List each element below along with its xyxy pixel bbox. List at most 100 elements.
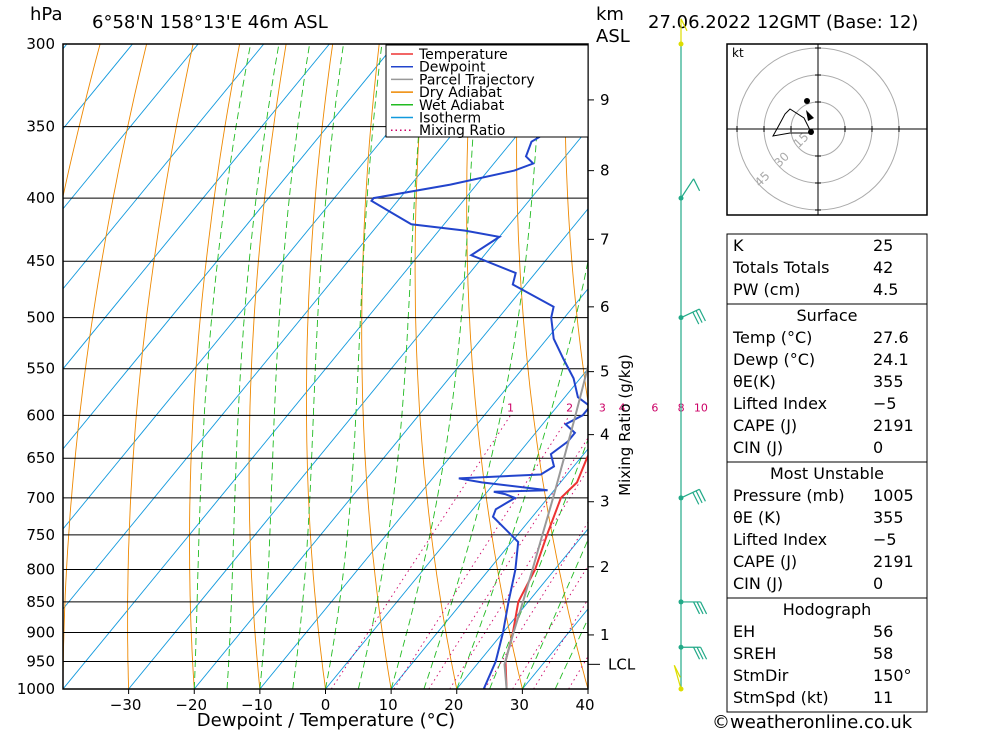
mixing-ratio-line — [330, 415, 511, 689]
height-tick-label: 9 — [600, 91, 610, 109]
surface-indices-row-value: 355 — [873, 372, 904, 391]
legend-label-dry_adiabat: Dry Adiabat — [419, 85, 502, 101]
mixing-ratio-label: 10 — [694, 401, 708, 414]
surface-indices-row-value: 27.6 — [873, 328, 909, 347]
most-unstable-indices-row-value: 1005 — [873, 486, 914, 505]
isotherm-line — [390, 448, 588, 689]
series-line-dewpoint — [370, 44, 588, 689]
surface-indices-row-value: −5 — [873, 394, 897, 413]
mixing-ratio-line — [428, 437, 588, 689]
wet-adiabat-line — [357, 44, 427, 689]
hodograph-indices-row-label: EH — [733, 622, 755, 641]
isotherm-line — [63, 44, 527, 610]
general-indices-row-label: K — [733, 236, 744, 255]
surface-indices-row-value: 2191 — [873, 416, 914, 435]
surface-indices-row-label: CIN (J) — [733, 438, 783, 457]
wind-barb-flag — [695, 310, 703, 323]
wind-barb-flag — [693, 601, 701, 615]
pressure-tick-label: 550 — [26, 360, 55, 378]
wind-barb-flag — [698, 489, 706, 502]
wind-barb-flag — [695, 490, 703, 504]
isotherm-line — [63, 44, 199, 210]
wet-adiabat-line — [489, 438, 588, 689]
wind-barb-flag — [698, 308, 706, 322]
dry-adiabat-line — [466, 44, 523, 689]
pressure-axis: 300 350 400 450 500 550 600 650 700 750 800 850 900 9… — [17, 35, 55, 698]
wind-barb-flag — [693, 646, 701, 660]
plot-frame — [62, 43, 589, 690]
mixing-ratio-label: 2 — [566, 401, 573, 414]
height-tick-label: 7 — [600, 230, 610, 248]
height-tick-label: 6 — [600, 298, 610, 316]
hodograph-indices-row-label: SREH — [733, 644, 776, 663]
dry-adiabat-line — [984, 44, 1000, 689]
hodograph-indices-row-value: 58 — [873, 644, 893, 663]
temperature-tick-label: 10 — [379, 696, 398, 714]
temperature-tick-label: −30 — [110, 696, 142, 714]
legend-label-parcel: Parcel Trajectory — [419, 72, 535, 88]
mixing-ratio-line — [449, 468, 588, 689]
wind-barb-shaft — [680, 178, 695, 199]
general-indices-row-value: 4.5 — [873, 280, 898, 299]
pressure-tick-label: 450 — [26, 252, 55, 270]
surface-indices-row-value: 24.1 — [873, 350, 909, 369]
isotherm-line — [63, 44, 265, 290]
most-unstable-indices-row-value: 355 — [873, 508, 904, 527]
height-unit-asl: ASL — [596, 26, 630, 47]
wet-adiabat-line — [259, 44, 311, 689]
hodograph-indices-title: Hodograph — [783, 600, 872, 619]
height-tick-label: 5 — [600, 363, 610, 381]
wind-barb-flag — [692, 492, 700, 505]
mixing-ratio-label: 1 — [507, 401, 514, 414]
most-unstable-indices-row-label: Pressure (mb) — [733, 486, 845, 505]
wind-barb-flag — [673, 665, 681, 678]
wet-adiabat-line — [456, 258, 588, 689]
wind-barb-flag — [700, 646, 708, 660]
date-title: 27.06.2022 12GMT (Base: 12) — [648, 12, 918, 33]
most-unstable-indices-row-value: −5 — [873, 530, 897, 549]
pressure-tick-label: 900 — [26, 624, 55, 642]
pressure-tick-label: 650 — [26, 449, 55, 467]
wet-adiabat-line — [521, 538, 588, 689]
temperature-tick-label: 40 — [575, 696, 594, 714]
indices-table: K 25 Totals Totals 42 PW (cm) 4.5 Surface Temp … — [726, 233, 928, 713]
pressure-tick-label: 850 — [26, 593, 55, 611]
isobar-lines — [63, 43, 588, 690]
most-unstable-indices-row-label: CIN (J) — [733, 574, 783, 593]
surface-indices-row-label: Lifted Index — [733, 394, 827, 413]
mixing-ratio-label: 3 — [599, 401, 606, 414]
general-indices-row-value: 25 — [873, 236, 893, 255]
wet-adiabat-line — [226, 44, 280, 689]
general-indices-row-label: Totals Totals — [732, 258, 830, 277]
surface-indices-row-value: 0 — [873, 438, 883, 457]
surface-indices-title: Surface — [797, 306, 858, 325]
height-tick-label: 3 — [600, 493, 610, 511]
legend-label-mixing_ratio: Mixing Ratio — [419, 123, 505, 139]
isotherm-line — [0, 44, 1, 689]
wind-barb-shaft — [680, 488, 700, 499]
hodograph-indices-row-label: StmSpd (kt) — [733, 688, 829, 707]
wind-profile — [673, 18, 708, 692]
pressure-tick-label: 500 — [26, 309, 55, 327]
temperature-tick-label: 20 — [444, 696, 463, 714]
location-title: 6°58'N 158°13'E 46m ASL — [92, 12, 328, 33]
dry-adiabat-line — [516, 44, 588, 689]
surface-indices-row-label: θE(K) — [733, 372, 776, 391]
legend-label-wet_adiabat: Wet Adiabat — [419, 98, 505, 114]
dry-adiabat-line — [414, 44, 458, 689]
pressure-tick-label: 350 — [26, 118, 55, 136]
height-tick-label: 4 — [600, 426, 610, 444]
temperature-tick-label: −20 — [175, 696, 207, 714]
dry-adiabat-line — [938, 44, 1000, 689]
pressure-tick-label: 300 — [26, 35, 55, 53]
most-unstable-indices-row-value: 0 — [873, 574, 883, 593]
hodograph-indices-row-value: 56 — [873, 622, 893, 641]
wet-adiabat-line — [193, 44, 252, 689]
copyright-text: ©weatheronline.co.uk — [712, 712, 913, 733]
height-tick-label: 8 — [600, 162, 610, 180]
legend-label-isotherm: Isotherm — [419, 111, 481, 127]
isotherm-line — [63, 48, 588, 689]
